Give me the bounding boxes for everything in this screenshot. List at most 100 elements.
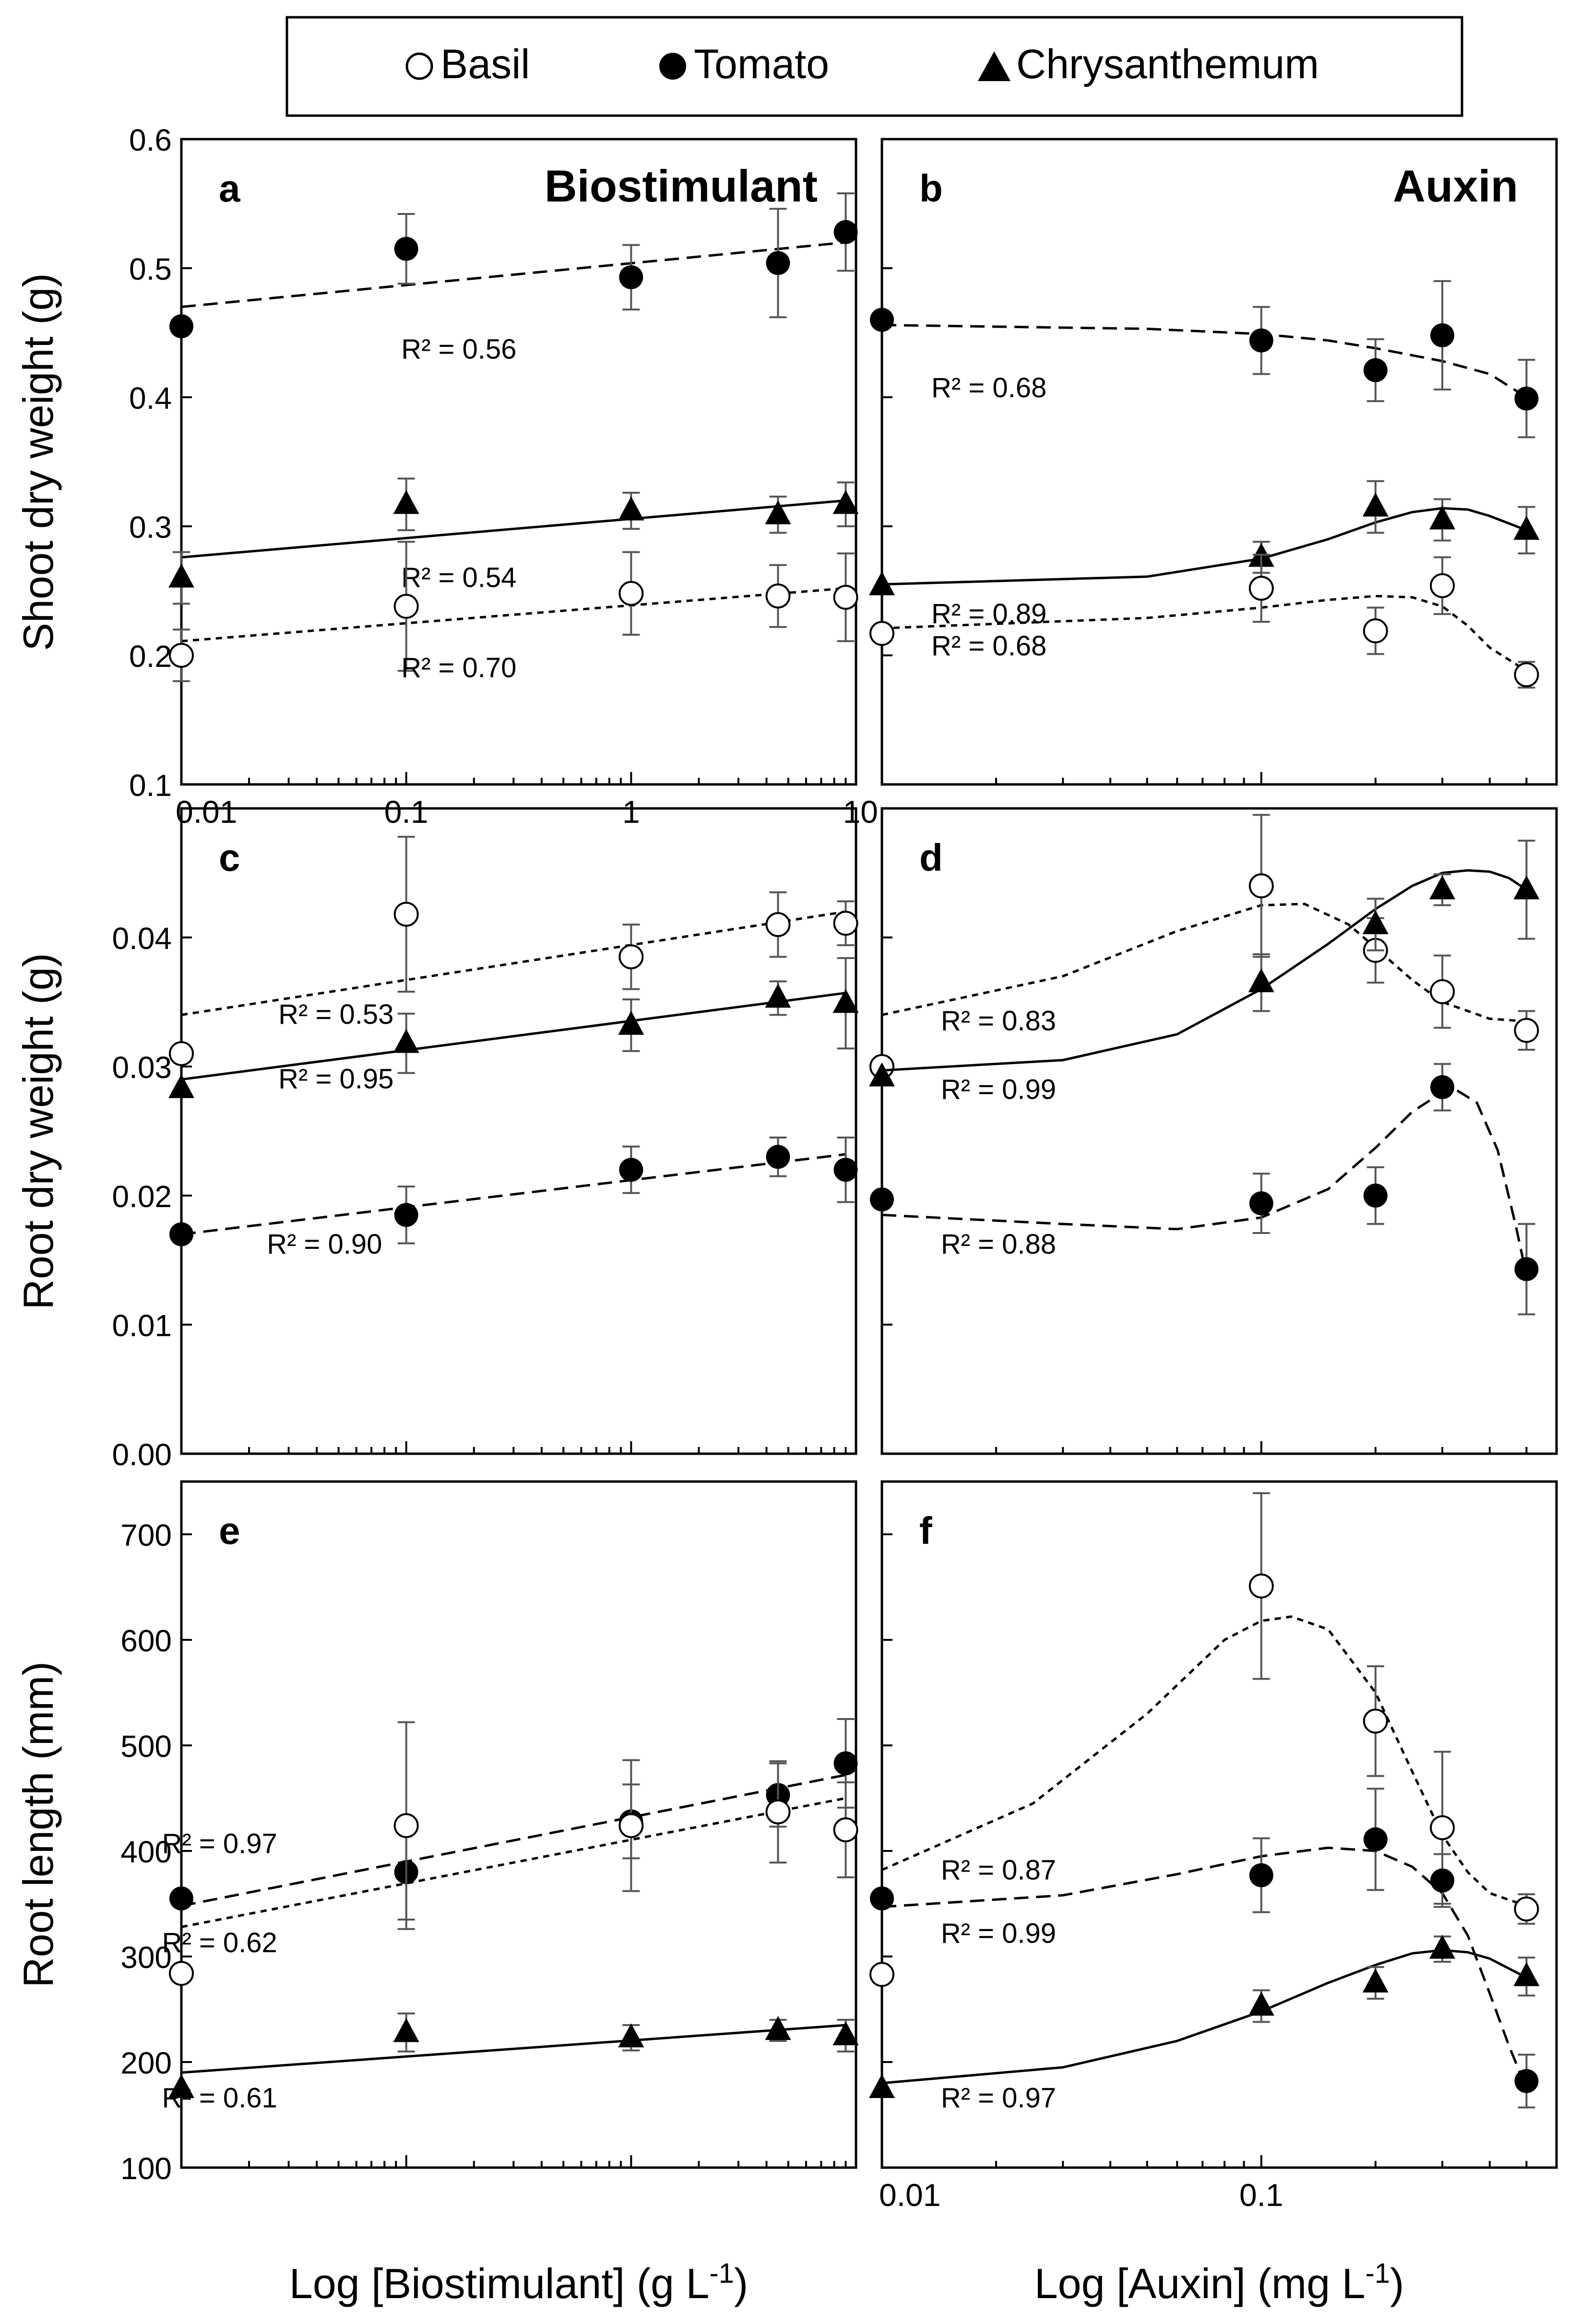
trendline-basil [181,910,846,1016]
panel-e: 100 200 300 400 500 600 700 e R² = 0.97 R² = 0.62… [120,1509,859,2186]
y-tick-label: 400 [120,1835,172,1869]
x-tick-label: 0.1 [1239,2177,1284,2213]
marker-chrysanthemum [1513,516,1540,540]
marker-tomato [1363,1827,1388,1851]
marker-chrysanthemum [1429,1934,1455,1959]
marker-tomato [870,308,894,332]
panel-label-d: d [919,836,943,879]
trendline-basil [181,1797,846,1928]
marker-tomato [833,220,858,244]
x-tick-label: 1 [622,794,640,830]
marker-chrysanthemum [393,490,419,514]
marker-basil [833,584,858,610]
marker-basil [169,1961,194,1986]
marker-tomato [169,1886,193,1910]
marker-basil [1514,1897,1539,1921]
y-tick-label: 200 [120,2046,172,2080]
x-tick-label: 0.01 [176,794,237,830]
panel-f-frame [880,1480,1558,2169]
marker-chrysanthemum [618,2023,644,2048]
panel-label-a: a [219,167,240,210]
panel-b-frame [880,138,1558,786]
x-axis-title-biostimulant-exp: -1 [709,2258,734,2289]
marker-tomato [1363,358,1388,382]
legend-marker-tomato [659,53,686,80]
r2-label-tomato: R² = 0.56 [401,333,516,365]
marker-basil [1363,618,1388,643]
marker-basil [393,901,419,927]
marker-tomato [619,1158,643,1182]
marker-tomato [1430,1868,1454,1893]
panel-label-e: e [219,1509,240,1552]
marker-tomato [766,251,790,275]
marker-tomato [1249,1191,1273,1216]
panel-label-c: c [219,836,240,879]
marker-tomato [169,314,193,339]
y-tick-label: 0.00 [112,1437,172,1472]
marker-basil [618,1813,644,1838]
trendline-chrysanthemum [181,992,846,1081]
r2-label-chrysanthemum: R² = 0.61 [162,2083,277,2114]
y-tick-label: 500 [120,1729,172,1764]
y-tick-label: 0.04 [112,921,172,956]
marker-chrysanthemum [393,1029,419,1053]
r2-label-basil: R² = 0.53 [278,999,393,1030]
legend-label-chrysanthemum: Chrysanthemum [1016,41,1319,87]
marker-chrysanthemum [869,571,895,595]
marker-basil [765,583,791,609]
marker-basil [169,643,194,668]
trendline-basil [881,902,1527,1023]
panel-label-f: f [919,1509,932,1552]
marker-chrysanthemum [168,2074,194,2098]
marker-chrysanthemum [1248,1992,1274,2016]
r2-label-basil: R² = 0.68 [931,630,1046,662]
x-axis-title-auxin-close: ) [1390,2260,1404,2307]
marker-tomato [1430,323,1454,347]
marker-chrysanthemum [832,2021,859,2045]
trendline-chrysanthemum [881,869,1527,1072]
panel-title-a: Biostimulant [545,161,818,211]
x-axis-title-biostimulant-close: ) [734,2260,748,2307]
marker-basil [869,621,894,646]
marker-basil [765,912,791,937]
x-tick-label: 10 [843,794,878,830]
y-tick-label: 0.4 [129,381,172,415]
marker-basil [833,911,858,936]
marker-tomato [1430,1075,1454,1100]
marker-chrysanthemum [765,500,791,524]
y-tick-label: 0.1 [129,768,172,803]
legend: Basil Tomato Chrysanthemum [285,16,1463,117]
legend-label-basil: Basil [440,41,530,87]
marker-basil [1429,1815,1455,1840]
trendline-tomato [181,241,846,308]
y-tick-label: 300 [120,1940,172,1975]
r2-label-basil: R² = 0.62 [162,1927,277,1958]
x-axis-title-auxin-main: Log [Auxin] (mg L [1034,2260,1366,2307]
x-tick-label: 0.1 [384,794,428,830]
marker-tomato [833,1751,858,1776]
legend-frame [285,16,1463,117]
marker-chrysanthemum [765,2016,791,2040]
r2-label-chrysanthemum: R² = 0.97 [941,2083,1056,2114]
r2-label-basil: R² = 0.83 [941,1006,1056,1037]
marker-chrysanthemum [832,989,859,1013]
marker-chrysanthemum [1248,968,1274,993]
panel-d-frame [880,807,1558,1455]
y-tick-label: 0.01 [112,1308,172,1343]
marker-basil [618,581,644,606]
legend-label-tomato: Tomato [694,41,829,87]
trendline-chrysanthemum [181,499,846,559]
marker-tomato [766,1145,790,1169]
panel-a: 0.10.20.30.40.50.60.01 0.1 1 10a Biostimulan… [129,123,878,830]
marker-tomato [619,265,643,289]
marker-basil [1248,873,1274,899]
marker-basil [1363,1708,1388,1734]
panel-c-frame [180,807,857,1455]
y-tick-label: 0.5 [129,252,172,286]
marker-chrysanthemum [832,490,859,514]
marker-tomato [1363,1184,1388,1208]
r2-label-chrysanthemum: R² = 0.99 [941,1074,1056,1105]
